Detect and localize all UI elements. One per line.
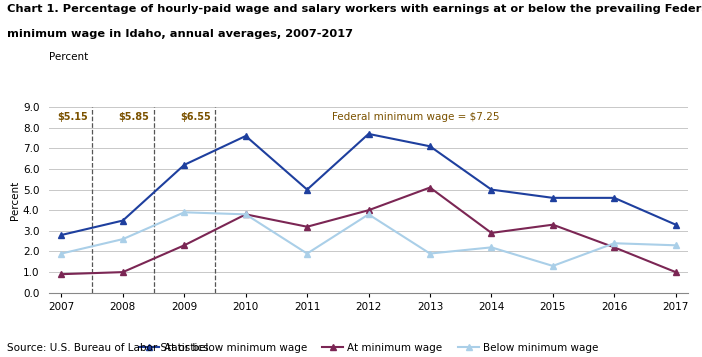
At or below minimum wage	[303, 187, 311, 192]
Legend: At or below minimum wage, At minimum wage, Below minimum wage: At or below minimum wage, At minimum wag…	[134, 339, 603, 357]
Line: At minimum wage: At minimum wage	[58, 184, 679, 278]
Below minimum wage	[119, 237, 127, 241]
At or below minimum wage	[487, 187, 496, 192]
Text: Percent: Percent	[49, 52, 88, 62]
Text: $5.15: $5.15	[57, 112, 88, 122]
Below minimum wage	[487, 245, 496, 250]
At minimum wage	[610, 245, 618, 250]
Line: At or below minimum wage: At or below minimum wage	[58, 130, 679, 238]
At or below minimum wage	[119, 218, 127, 223]
Text: minimum wage in Idaho, annual averages, 2007-2017: minimum wage in Idaho, annual averages, …	[7, 29, 353, 39]
Text: $5.85: $5.85	[119, 112, 150, 122]
Text: Source: U.S. Bureau of Labor Statistics.: Source: U.S. Bureau of Labor Statistics.	[7, 343, 212, 353]
Below minimum wage	[241, 212, 250, 216]
At or below minimum wage	[425, 144, 434, 149]
Below minimum wage	[425, 251, 434, 256]
Text: Federal minimum wage = $7.25: Federal minimum wage = $7.25	[331, 112, 499, 122]
Below minimum wage	[57, 251, 65, 256]
Below minimum wage	[303, 251, 311, 256]
Below minimum wage	[548, 264, 557, 268]
At or below minimum wage	[610, 196, 618, 200]
At or below minimum wage	[57, 233, 65, 237]
At minimum wage	[487, 231, 496, 235]
Text: Chart 1. Percentage of hourly-paid wage and salary workers with earnings at or b: Chart 1. Percentage of hourly-paid wage …	[7, 4, 702, 14]
At or below minimum wage	[241, 134, 250, 138]
At minimum wage	[548, 222, 557, 227]
Line: Below minimum wage: Below minimum wage	[58, 209, 679, 270]
Below minimum wage	[180, 210, 188, 215]
At minimum wage	[241, 212, 250, 216]
At or below minimum wage	[180, 163, 188, 167]
At or below minimum wage	[548, 196, 557, 200]
At minimum wage	[119, 270, 127, 274]
At or below minimum wage	[364, 132, 373, 136]
At minimum wage	[180, 243, 188, 247]
Text: $6.55: $6.55	[180, 112, 211, 122]
At or below minimum wage	[671, 222, 680, 227]
Below minimum wage	[671, 243, 680, 247]
Below minimum wage	[364, 212, 373, 216]
At minimum wage	[364, 208, 373, 212]
At minimum wage	[671, 270, 680, 274]
At minimum wage	[303, 225, 311, 229]
Below minimum wage	[610, 241, 618, 245]
At minimum wage	[57, 272, 65, 276]
At minimum wage	[425, 185, 434, 190]
Y-axis label: Percent: Percent	[10, 180, 20, 220]
